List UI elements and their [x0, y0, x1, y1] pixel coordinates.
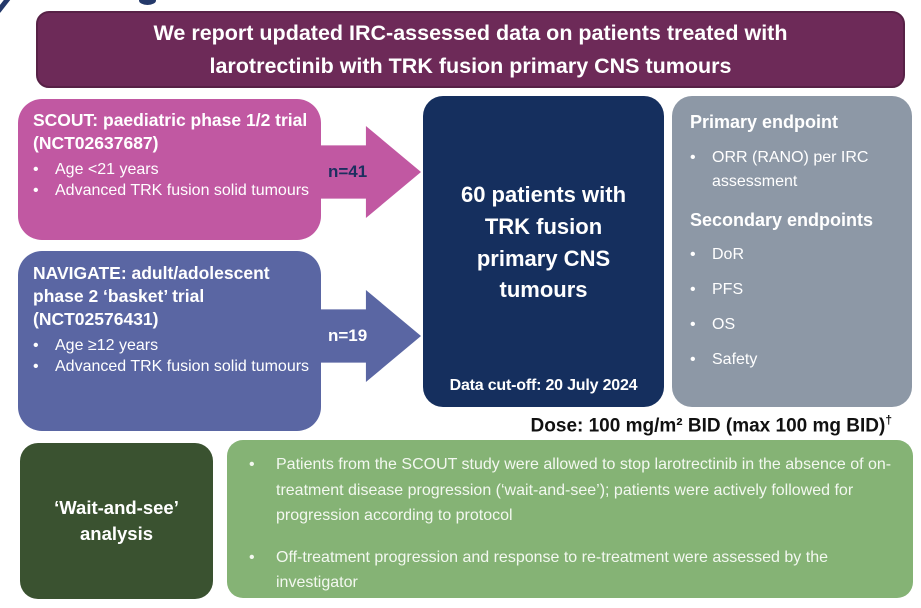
secondary-endpoint-os: OS: [690, 315, 904, 336]
navigate-bullet-tumours-text: Advanced TRK fusion solid tumours: [55, 358, 310, 376]
wait-and-see-label: ‘Wait-and-see’ analysis: [54, 497, 179, 544]
secondary-endpoint-pfs-text: PFS: [712, 280, 744, 298]
navigate-arrow-n-label: n=19: [328, 326, 368, 345]
cropped-logo-artifact: [0, 0, 11, 13]
navigate-bullet-age-text: Age ≥12 years: [55, 336, 159, 354]
navigate-trial-box: NAVIGATE: adult/adolescent phase 2 ‘bask…: [18, 251, 321, 431]
primary-endpoint-bullets: ORR (RANO) per IRC assessment: [690, 146, 904, 194]
dose-dagger: †: [885, 413, 892, 427]
scout-bullet-tumours: Advanced TRK fusion solid tumours: [33, 180, 313, 201]
secondary-endpoint-safety-text: Safety: [712, 350, 758, 368]
primary-endpoint-orr-text: ORR (RANO) per IRC assessment: [712, 148, 869, 190]
data-cutoff-label: Data cut-off: 20 July 2024: [449, 377, 638, 394]
scout-bullet-age: Age <21 years: [33, 159, 313, 180]
secondary-endpoint-pfs: PFS: [690, 280, 904, 301]
note-scout-stop-text: Patients from the SCOUT study were allow…: [276, 456, 892, 525]
cropped-logo-artifact: [139, 0, 156, 5]
scout-flow-arrow: n=41: [319, 126, 421, 218]
slide-title: We report updated IRC-assessed data on p…: [153, 21, 788, 78]
title-banner: We report updated IRC-assessed data on p…: [36, 11, 905, 88]
navigate-bullet-tumours: Advanced TRK fusion solid tumours: [33, 356, 313, 377]
dose-note: Dose: 100 mg/m² BID (max 100 mg BID)†: [455, 413, 912, 439]
primary-endpoint-heading: Primary endpoint: [690, 112, 839, 132]
navigate-flow-arrow: n=19: [319, 290, 421, 382]
pooled-patients-box: 60 patients with TRK fusion primary CNS …: [423, 96, 664, 407]
scout-bullet-tumours-text: Advanced TRK fusion solid tumours: [55, 182, 310, 200]
scout-bullet-age-text: Age <21 years: [55, 160, 159, 178]
navigate-trial-title: NAVIGATE: adult/adolescent phase 2 ‘bask…: [33, 263, 270, 329]
secondary-endpoints-heading: Secondary endpoints: [690, 209, 874, 230]
scout-trial-box: SCOUT: paediatric phase 1/2 trial (NCT02…: [18, 99, 321, 240]
wait-and-see-box: ‘Wait-and-see’ analysis: [20, 443, 213, 599]
secondary-endpoint-dor-text: DoR: [712, 246, 745, 264]
primary-endpoint-orr: ORR (RANO) per IRC assessment: [690, 146, 904, 194]
navigate-bullet-age: Age ≥12 years: [33, 335, 313, 356]
secondary-endpoint-dor: DoR: [690, 245, 904, 266]
secondary-endpoint-bullets: DoR PFS OS Safety: [690, 245, 904, 370]
wait-and-see-notes-box: Patients from the SCOUT study were allow…: [227, 440, 913, 598]
secondary-endpoint-os-text: OS: [712, 315, 736, 333]
note-off-treatment-text: Off-treatment progression and response t…: [276, 548, 828, 592]
scout-trial-bullets: Age <21 years Advanced TRK fusion solid …: [33, 159, 313, 202]
pooled-patients-headline: 60 patients with TRK fusion primary CNS …: [460, 181, 627, 303]
scout-trial-title: SCOUT: paediatric phase 1/2 trial (NCT02…: [33, 110, 308, 153]
endpoints-box: Primary endpoint ORR (RANO) per IRC asse…: [672, 96, 912, 407]
scout-arrow-n-label: n=41: [328, 162, 368, 181]
dose-note-text: Dose: 100 mg/m² BID (max 100 mg BID): [530, 415, 886, 437]
note-scout-stop: Patients from the SCOUT study were allow…: [242, 452, 897, 529]
secondary-endpoint-safety: Safety: [690, 350, 904, 371]
navigate-trial-bullets: Age ≥12 years Advanced TRK fusion solid …: [33, 335, 313, 378]
note-off-treatment: Off-treatment progression and response t…: [242, 545, 897, 596]
